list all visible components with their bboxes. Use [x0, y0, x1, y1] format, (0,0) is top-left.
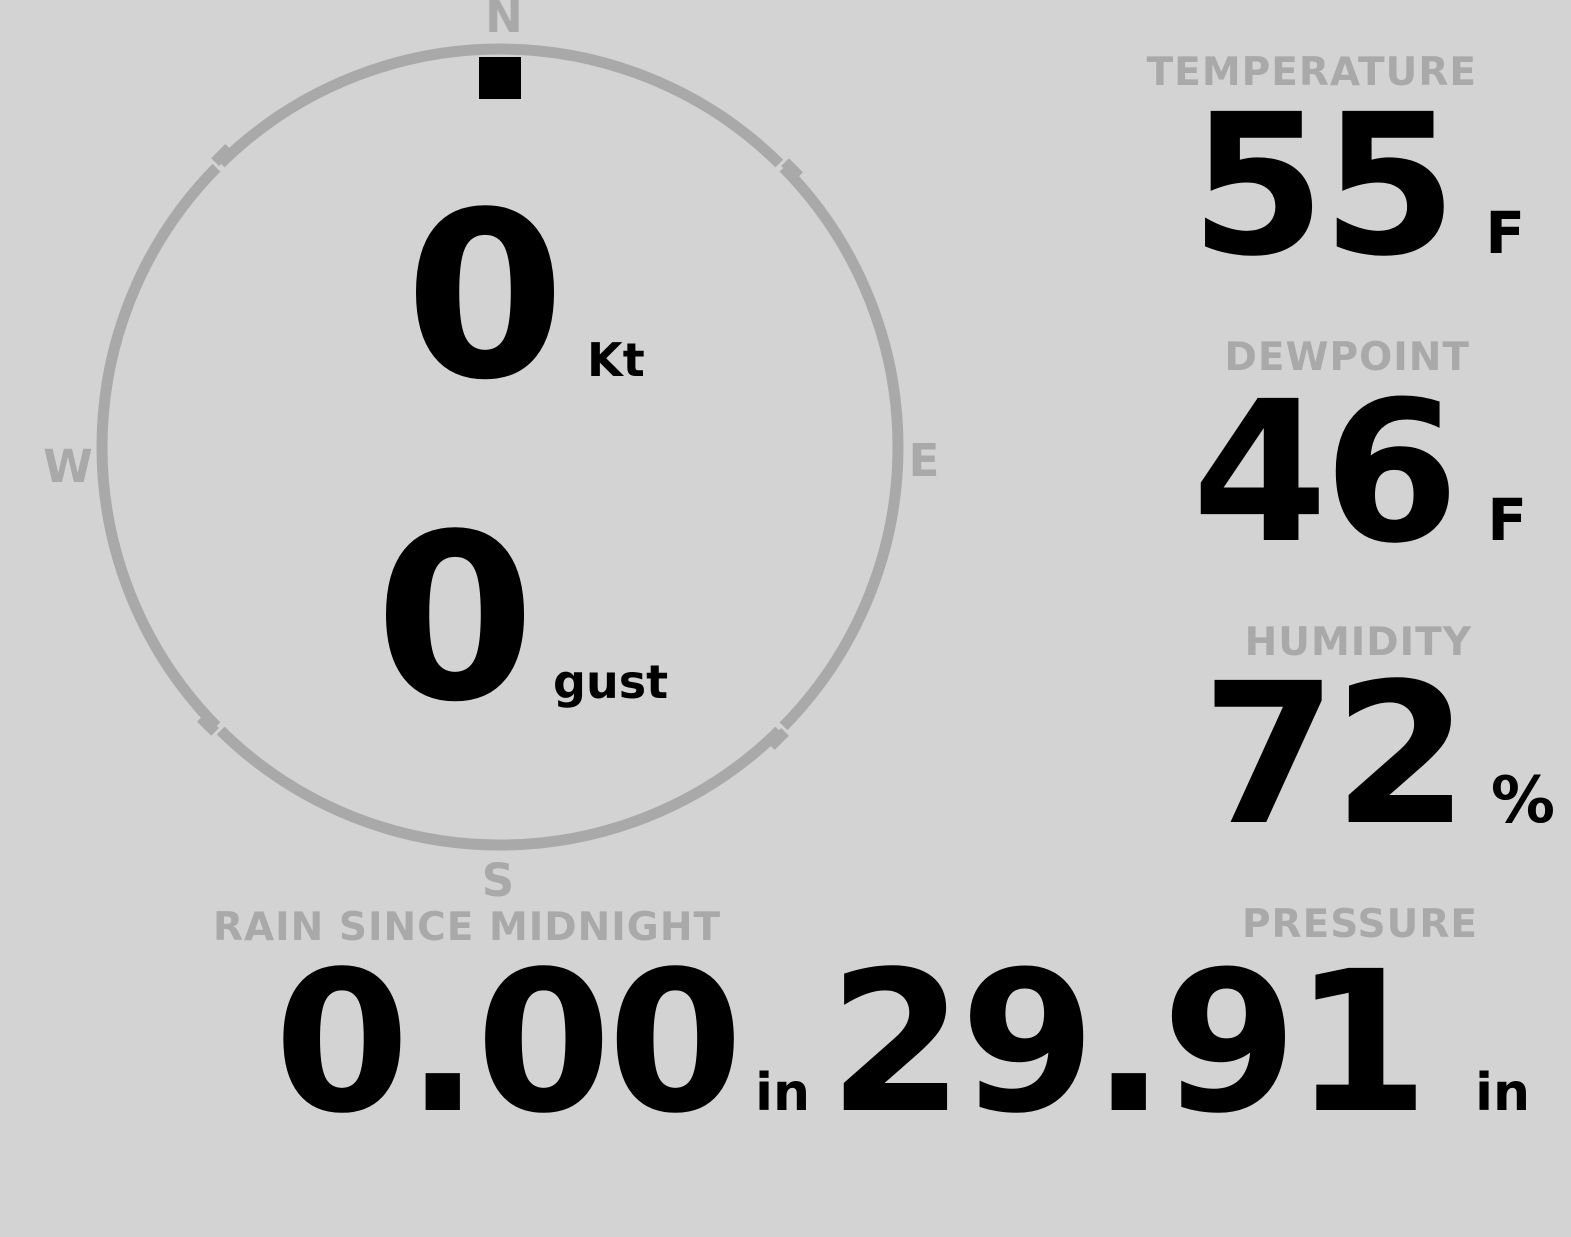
temperature-label: TEMPERATURE: [1146, 50, 1477, 95]
compass-ring: [96, 43, 904, 851]
compass-north-label: N: [485, 0, 523, 43]
rain-reading: 0.00 in: [274, 945, 810, 1140]
dewpoint-unit: F: [1487, 486, 1527, 554]
humidity-label: HUMIDITY: [1244, 620, 1472, 665]
humidity-reading: 72 %: [1202, 657, 1556, 852]
wind-direction-marker: [479, 57, 521, 99]
wind-speed-unit: Kt: [587, 333, 645, 387]
rain-value: 0.00: [274, 929, 743, 1156]
dewpoint-label: DEWPOINT: [1224, 335, 1470, 380]
temperature-reading: 55 F: [1190, 88, 1525, 283]
rain-label: RAIN SINCE MIDNIGHT: [212, 905, 722, 950]
humidity-unit: %: [1490, 764, 1555, 838]
wind-gust-value: 0: [375, 486, 535, 753]
humidity-value: 72: [1201, 641, 1469, 868]
pressure-label: PRESSURE: [1241, 902, 1478, 947]
pressure-reading: 29.91 in: [828, 945, 1530, 1140]
compass-south-label: S: [481, 854, 515, 907]
wind-speed: 0 Kt: [405, 183, 645, 413]
wind-gust-unit: gust: [553, 655, 669, 709]
compass-ticks: [197, 144, 803, 750]
compass-east-label: E: [908, 434, 940, 487]
temperature-value: 55: [1190, 72, 1457, 299]
dewpoint-reading: 46 F: [1192, 375, 1527, 570]
wind-gust: 0 gust: [375, 505, 668, 735]
pressure-value: 29.91: [828, 929, 1429, 1156]
rain-unit: in: [755, 1063, 810, 1123]
compass-west-label: W: [43, 440, 93, 493]
pressure-unit: in: [1475, 1063, 1530, 1123]
dewpoint-value: 46: [1192, 359, 1459, 586]
wind-speed-value: 0: [405, 164, 565, 431]
temperature-unit: F: [1485, 199, 1525, 267]
